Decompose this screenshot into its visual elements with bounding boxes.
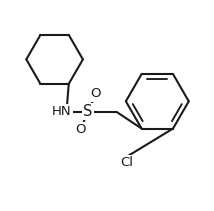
Text: Cl: Cl: [120, 156, 133, 169]
Text: O: O: [90, 88, 101, 100]
Text: HN: HN: [52, 105, 72, 118]
Text: S: S: [83, 104, 93, 119]
Text: O: O: [76, 123, 86, 136]
